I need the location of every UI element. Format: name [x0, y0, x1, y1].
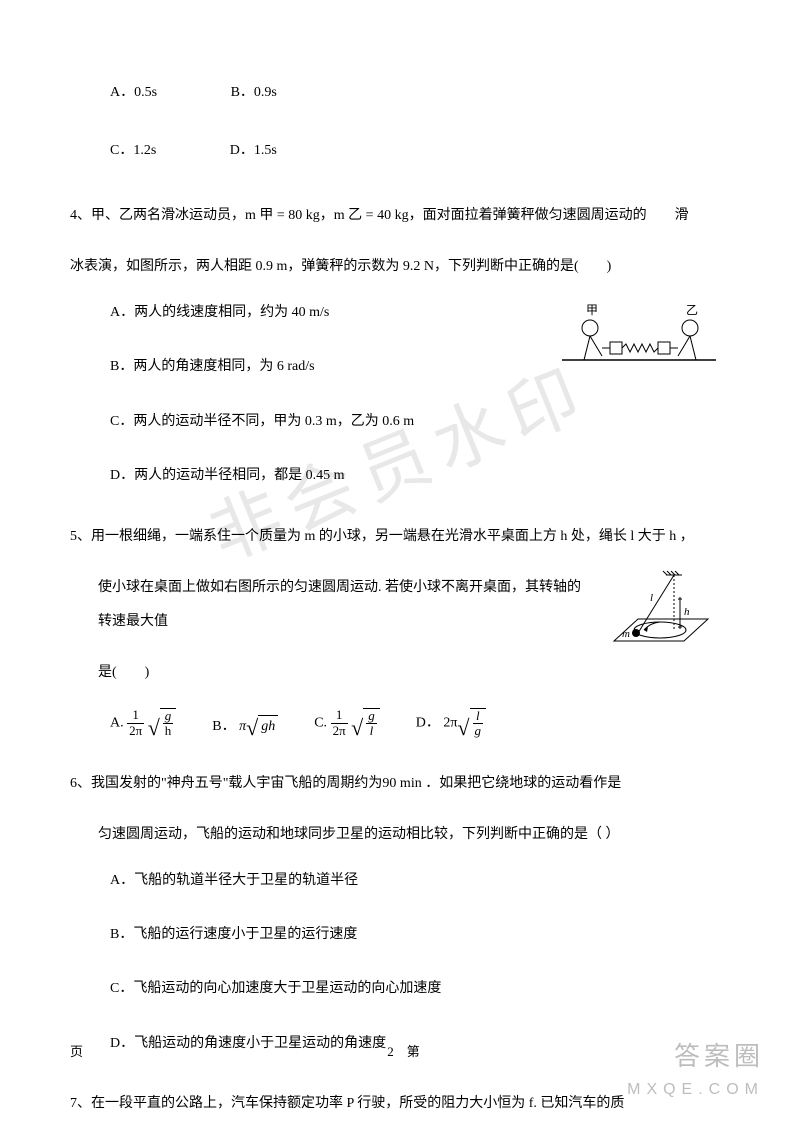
q5-c-prefix: C.	[314, 715, 327, 730]
q3-options-row1: A．0.5s B．0.9s	[110, 82, 724, 104]
q5-option-d: D． 2π√lg	[416, 708, 486, 739]
q4-stem-line2: 冰表演，如图所示，两人相距 0.9 m，弹簧秤的示数为 9.2 N，下列判断中正…	[70, 250, 724, 284]
q6-option-b: B．飞船的运行速度小于卫星的运行速度	[110, 924, 724, 946]
q7-stem: 7、在一段平直的公路上，汽车保持额定功率 P 行驶，所受的阻力大小恒为 f. 已…	[70, 1087, 724, 1121]
q3-option-b: B．0.9s	[231, 85, 277, 100]
q4-option-c: C．两人的运动半径不同，甲为 0.3 m，乙为 0.6 m	[110, 411, 724, 433]
q4-label-right: 乙	[686, 303, 698, 317]
question-7: 7、在一段平直的公路上，汽车保持额定功率 P 行驶，所受的阻力大小恒为 f. 已…	[70, 1087, 724, 1121]
q3-options-row2: C．1.2s D．1.5s	[110, 140, 724, 162]
q5-b-prefix: B．	[212, 719, 235, 734]
q5-option-b: B． π√gh	[212, 715, 278, 738]
q6-option-d: D．飞船运动的角速度小于卫星运动的角速度	[110, 1033, 724, 1055]
q3-option-c: C．1.2s	[110, 143, 156, 158]
svg-text:l: l	[650, 592, 653, 604]
q6-stem-line2: 匀速圆周运动，飞船的运动和地球同步卫星的运动相比较，下列判断中正确的是（ ）	[70, 818, 724, 852]
q4-diagram: 甲 乙	[554, 302, 724, 374]
q4-choices-block: 甲 乙 A．两人的线速度相同，约为 40 m/s B．两人的	[70, 302, 724, 488]
q4-stem-line1: 4、甲、乙两名滑冰运动员，m 甲 = 80 kg，m 乙 = 40 kg，面对面…	[70, 199, 724, 233]
q5-a-prefix: A.	[110, 715, 124, 730]
svg-text:h: h	[684, 606, 690, 618]
q5-option-a: A. 12π √gh	[110, 708, 176, 739]
svg-text:m: m	[622, 628, 630, 640]
q4-label-left: 甲	[586, 303, 598, 317]
q4-option-d: D．两人的运动半径相同，都是 0.45 m	[110, 465, 724, 487]
page-content: A．0.5s B．0.9s C．1.2s D．1.5s 4、甲、乙两名滑冰运动员…	[70, 82, 724, 1121]
question-5: 5、用一根细绳，一端系住一个质量为 m 的小球，另一端悬在光滑水平桌面上方 h …	[70, 520, 724, 739]
q5-stem-line1: 5、用一根细绳，一端系住一个质量为 m 的小球，另一端悬在光滑水平桌面上方 h …	[70, 520, 724, 554]
q6-option-c: C．飞船运动的向心加速度大于卫星运动的向心加速度	[110, 978, 724, 1000]
question-4: 4、甲、乙两名滑冰运动员，m 甲 = 80 kg，m 乙 = 40 kg，面对面…	[70, 199, 724, 488]
q3-option-a: A．0.5s	[110, 85, 157, 100]
q5-option-c: C. 12π √gl	[314, 708, 380, 739]
q5-d-prefix: D．	[416, 715, 440, 730]
q5-options-row: A. 12π √gh B． π√gh C. 12π √gl D． 2π√lg	[110, 708, 724, 739]
question-6: 6、我国发射的"神舟五号"载人宇宙飞船的周期约为90 min ．如果把它绕地球的…	[70, 767, 724, 1056]
q6-option-a: A．飞船的轨道半径大于卫星的轨道半径	[110, 870, 724, 892]
q6-stem-line1: 6、我国发射的"神舟五号"载人宇宙飞船的周期约为90 min ．如果把它绕地球的…	[70, 767, 724, 801]
q3-option-d: D．1.5s	[230, 143, 277, 158]
